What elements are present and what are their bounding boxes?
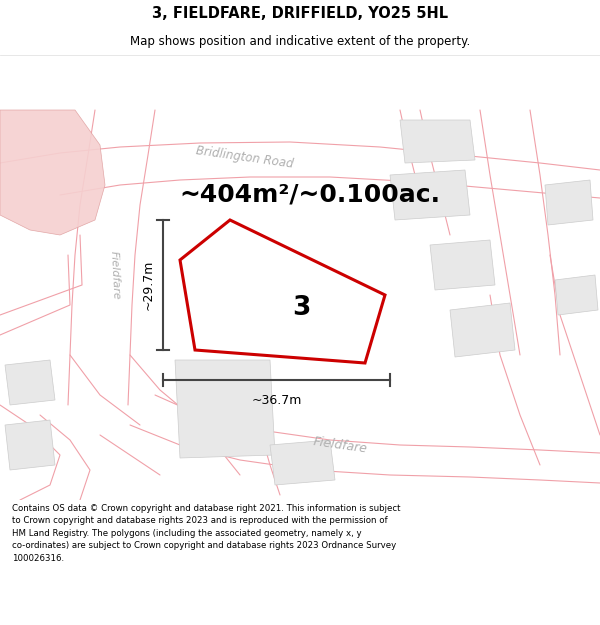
- Polygon shape: [5, 360, 55, 405]
- Text: Fieldfare: Fieldfare: [312, 435, 368, 455]
- Polygon shape: [270, 440, 335, 485]
- Text: Bridlington Road: Bridlington Road: [196, 144, 295, 170]
- Text: ~29.7m: ~29.7m: [142, 260, 155, 310]
- Text: Fieldfare: Fieldfare: [109, 251, 121, 299]
- Text: Contains OS data © Crown copyright and database right 2021. This information is : Contains OS data © Crown copyright and d…: [12, 504, 401, 562]
- Polygon shape: [390, 170, 470, 220]
- Text: 3: 3: [292, 294, 310, 321]
- Polygon shape: [215, 281, 258, 325]
- Polygon shape: [545, 180, 593, 225]
- Polygon shape: [450, 303, 515, 357]
- Polygon shape: [400, 120, 475, 163]
- Polygon shape: [5, 420, 55, 470]
- Text: ~36.7m: ~36.7m: [251, 394, 302, 407]
- Polygon shape: [555, 275, 598, 315]
- Polygon shape: [180, 220, 385, 363]
- Text: Map shows position and indicative extent of the property.: Map shows position and indicative extent…: [130, 35, 470, 48]
- Text: ~404m²/~0.100ac.: ~404m²/~0.100ac.: [179, 183, 440, 207]
- Text: 3, FIELDFARE, DRIFFIELD, YO25 5HL: 3, FIELDFARE, DRIFFIELD, YO25 5HL: [152, 6, 448, 21]
- Polygon shape: [0, 110, 105, 235]
- Polygon shape: [430, 240, 495, 290]
- Polygon shape: [175, 360, 275, 458]
